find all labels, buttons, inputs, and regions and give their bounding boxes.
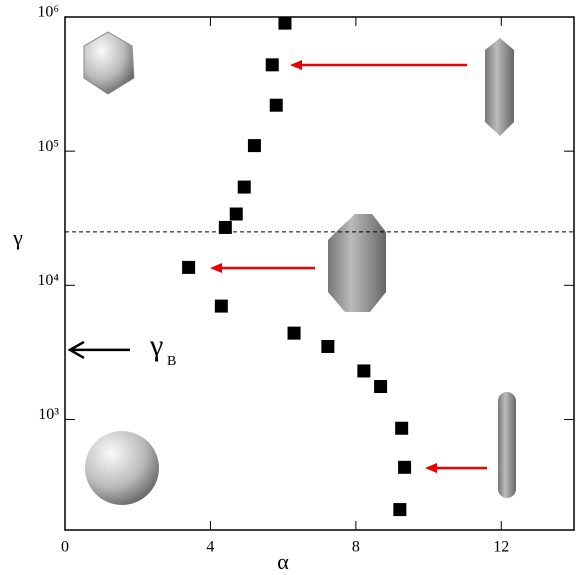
y-tick-label: 10³ [38, 406, 59, 423]
y-axis-label: γ [12, 225, 23, 250]
chart: α γ 0481210³10⁴10⁵10⁶γB [0, 0, 576, 575]
scatter-point [238, 181, 251, 194]
scatter-point [395, 422, 408, 435]
x-tick-label: 0 [61, 539, 69, 556]
scatter-point [248, 139, 261, 152]
annotation-label: γ [149, 329, 163, 362]
scatter-point [266, 58, 279, 71]
scatter-point [374, 380, 387, 393]
annotation-subscript: B [167, 354, 176, 369]
scatter-point [230, 208, 243, 221]
x-tick-label: 4 [206, 539, 214, 556]
scatter-point [219, 221, 232, 234]
scatter-point [288, 327, 301, 340]
scatter-point [278, 17, 291, 30]
scatter-point [215, 300, 228, 313]
scatter-point [182, 261, 195, 274]
y-tick-label: 10⁵ [37, 138, 59, 155]
x-tick-label: 12 [493, 539, 509, 556]
y-tick-label: 10⁶ [37, 4, 59, 21]
x-tick-label: 8 [352, 539, 360, 556]
scatter-point [357, 364, 370, 377]
scatter-point [321, 340, 334, 353]
scatter-point [270, 99, 283, 112]
x-axis-label: α [277, 549, 289, 574]
scatter-point [393, 503, 406, 516]
scatter-point [398, 461, 411, 474]
y-tick-label: 10⁴ [37, 272, 59, 289]
